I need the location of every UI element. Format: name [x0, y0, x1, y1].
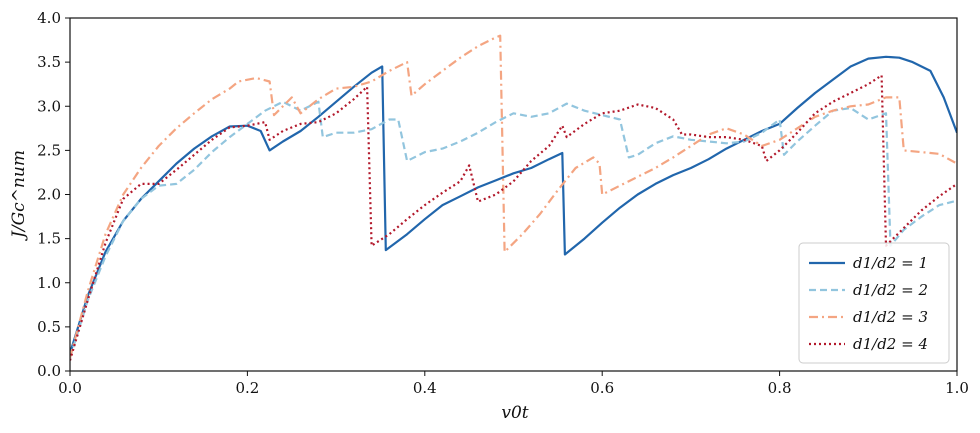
x-tick-label: 0.2 — [235, 379, 259, 397]
axes-frame — [69, 17, 958, 372]
legend-label-4: d1/d2 = 4 — [853, 335, 928, 353]
x-tick-label: 0.6 — [590, 379, 614, 397]
series-group — [70, 34, 957, 361]
x-axis: 0.0 0.2 0.4 0.6 0.8 1.0 — [58, 371, 969, 397]
legend-label-3: d1/d2 = 3 — [853, 308, 928, 326]
y-axis-label: J/Gc^num — [9, 150, 29, 241]
legend-label-2: d1/d2 = 2 — [853, 281, 928, 299]
series-line-2 — [70, 100, 957, 359]
legend: d1/d2 = 1 d1/d2 = 2 d1/d2 = 3 d1/d2 = 4 — [798, 242, 950, 364]
legend-box — [798, 242, 950, 364]
y-tick-label: 1.0 — [37, 274, 61, 292]
y-tick-label: 0.0 — [37, 362, 61, 380]
y-tick-label: 3.0 — [37, 97, 61, 115]
y-tick-label: 1.5 — [37, 230, 61, 248]
x-axis-label: v0t — [501, 403, 528, 423]
x-tick-label: 0.0 — [58, 379, 82, 397]
y-tick-label: 3.5 — [37, 53, 61, 71]
axes-border — [69, 17, 958, 372]
axis-labels: v0t J/Gc^num — [9, 150, 529, 423]
y-tick-label: 2.0 — [37, 186, 61, 204]
x-tick-label: 0.8 — [768, 379, 792, 397]
y-tick-label: 2.5 — [37, 141, 61, 159]
y-tick-label: 4.0 — [37, 9, 61, 27]
x-tick-label: 1.0 — [945, 379, 969, 397]
series-line-4 — [70, 74, 957, 361]
y-tick-label: 0.5 — [37, 318, 61, 336]
y-axis: 0.0 0.5 1.0 1.5 2.0 2.5 3.0 3.5 4.0 — [37, 9, 70, 380]
series-line-1 — [70, 55, 957, 354]
x-tick-label: 0.4 — [413, 379, 437, 397]
legend-label-1: d1/d2 = 1 — [853, 254, 928, 272]
